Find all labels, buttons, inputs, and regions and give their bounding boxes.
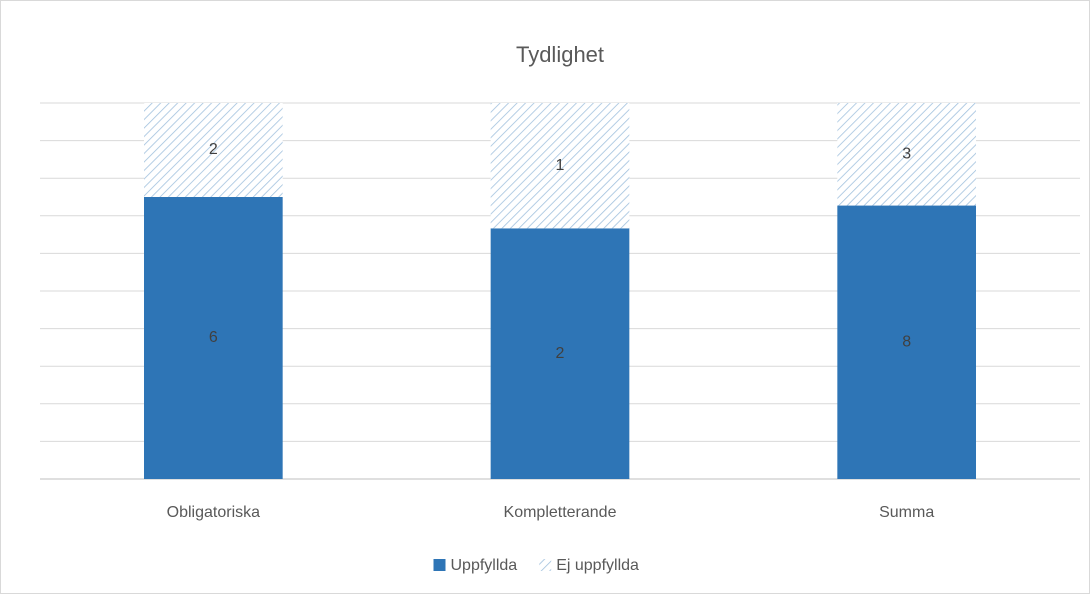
- bar-segment: [837, 205, 976, 479]
- legend-label: Ej uppfyllda: [556, 557, 639, 574]
- data-label: 8: [902, 333, 911, 350]
- bar-segment: [837, 103, 976, 206]
- chart-title: Tydlighet: [516, 42, 604, 67]
- legend-swatch: [433, 559, 446, 571]
- x-tick-label: Kompletterande: [504, 504, 617, 521]
- bar-segment: [144, 103, 283, 197]
- data-label: 2: [556, 345, 565, 362]
- bar-segment: [490, 228, 630, 479]
- bar-segment: [144, 197, 283, 479]
- legend-label: Uppfyllda: [451, 557, 518, 574]
- data-label: 6: [209, 329, 218, 346]
- data-label: 2: [209, 141, 218, 158]
- legend: Uppfyllda Ej uppfyllda: [433, 557, 639, 574]
- data-label: 3: [902, 145, 911, 162]
- data-label: 1: [556, 157, 565, 174]
- x-tick-label: Obligatoriska: [167, 504, 260, 521]
- bar-segment: [490, 103, 630, 229]
- x-tick-label: Summa: [879, 504, 934, 521]
- legend-swatch: [539, 559, 552, 571]
